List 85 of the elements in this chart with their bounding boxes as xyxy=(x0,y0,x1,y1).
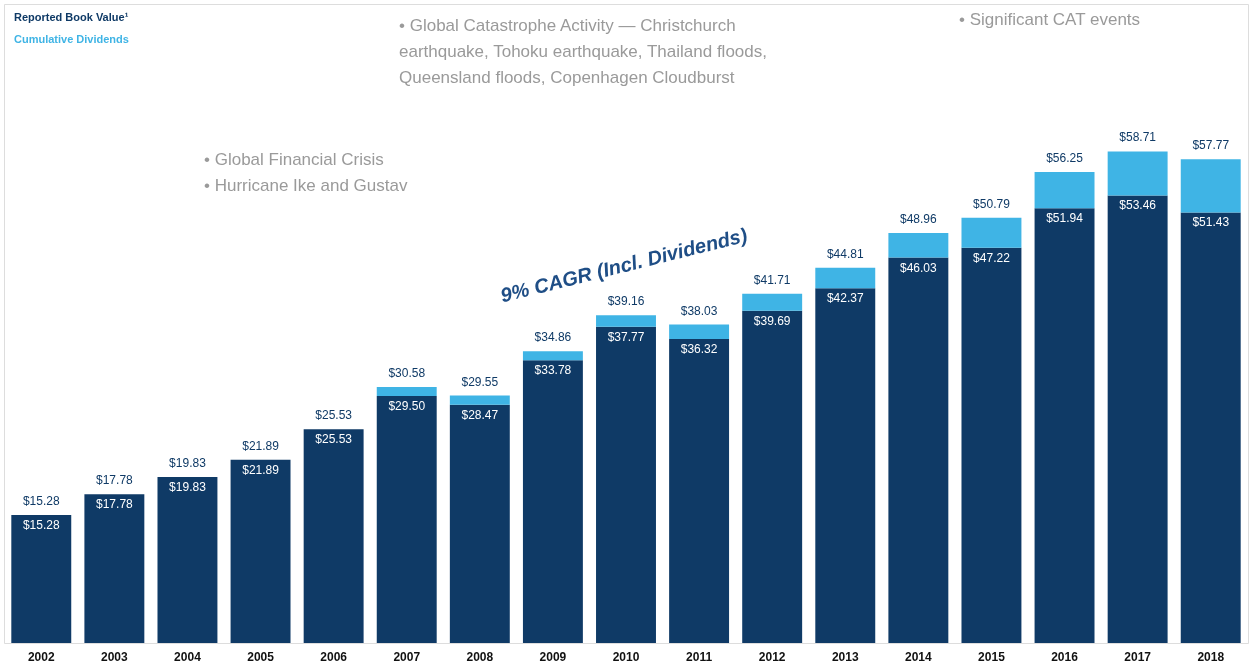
data-label: $37.77 xyxy=(607,329,645,344)
total-label: $25.53 xyxy=(315,408,353,423)
data-label: $19.83 xyxy=(169,479,207,494)
x-tick-label: 2010 xyxy=(612,649,640,664)
x-tick-label: 2013 xyxy=(831,649,859,664)
text: • Global Catastrophe Activity — Christchurch earthquake, Tohoku earthquake, Thailand floods, Queensland floods, Copenhagen Cloudburst xyxy=(399,16,767,87)
data-label: $21.89 xyxy=(242,462,280,477)
x-tick-label: 2011 xyxy=(686,649,713,664)
bar xyxy=(1107,151,1168,196)
bar xyxy=(1180,159,1241,213)
annotation: • Global Financial Crisis • Hurricane Ike and Gustav xyxy=(204,150,408,195)
total-label: $38.03 xyxy=(680,303,718,318)
x-tick-label: 2017 xyxy=(1124,649,1152,664)
bar xyxy=(522,360,583,643)
x-tick-label: 2018 xyxy=(1197,649,1225,664)
bar xyxy=(1034,208,1095,643)
data-label: $53.46 xyxy=(1119,198,1157,213)
data-label: $17.78 xyxy=(96,497,134,512)
data-label: $36.32 xyxy=(680,341,718,356)
text: Cumulative Dividends xyxy=(14,33,129,45)
bar xyxy=(449,404,510,643)
x-tick-label: 2003 xyxy=(101,649,129,664)
x-tick-label: 2012 xyxy=(758,649,786,664)
bar xyxy=(815,267,876,289)
total-label: $57.77 xyxy=(1192,138,1230,153)
total-label: $30.58 xyxy=(388,365,426,380)
total-label: $56.25 xyxy=(1046,151,1084,166)
data-label: $51.94 xyxy=(1046,211,1084,226)
bar xyxy=(888,257,949,643)
x-tick-label: 2007 xyxy=(393,649,421,664)
x-tick-label: 2005 xyxy=(247,649,275,664)
bar xyxy=(596,326,656,643)
total-label: $34.86 xyxy=(534,330,572,345)
total-label: $39.16 xyxy=(607,294,645,309)
total-label: $15.28 xyxy=(22,494,60,509)
data-label: $46.03 xyxy=(900,260,938,275)
x-tick-label: 2008 xyxy=(466,649,494,664)
data-label: $15.28 xyxy=(22,518,60,533)
text: • Significant CAT events xyxy=(959,10,1141,29)
total-label: $58.71 xyxy=(1119,130,1157,145)
bar xyxy=(1107,195,1168,643)
text: Reported Book Value¹ xyxy=(14,11,129,23)
bar xyxy=(522,351,583,361)
data-label: $42.37 xyxy=(826,291,864,306)
data-label: $25.53 xyxy=(315,432,353,447)
data-label: $29.50 xyxy=(388,399,426,414)
data-label: $28.47 xyxy=(461,407,499,422)
x-tick-label: 2004 xyxy=(174,649,202,664)
total-label: $48.96 xyxy=(900,212,938,227)
x-tick-label: 2014 xyxy=(905,649,933,664)
x-tick-label: 2009 xyxy=(539,649,567,664)
total-label: $44.81 xyxy=(826,246,864,261)
data-label: $33.78 xyxy=(534,363,572,378)
bar xyxy=(449,395,510,405)
bar xyxy=(376,396,437,643)
total-label: $21.89 xyxy=(242,438,280,453)
bar xyxy=(669,324,730,339)
bar xyxy=(961,217,1022,248)
bar xyxy=(230,459,291,643)
total-label: $41.71 xyxy=(753,272,791,287)
total-label: $19.83 xyxy=(169,455,207,470)
bar xyxy=(961,247,1022,643)
data-label: $39.69 xyxy=(753,313,791,328)
bar xyxy=(84,494,145,643)
bar xyxy=(303,429,364,643)
data-label: $51.43 xyxy=(1192,215,1230,230)
bar xyxy=(596,315,656,327)
x-tick-label: 2015 xyxy=(978,649,1006,664)
bar xyxy=(1180,212,1241,643)
bar xyxy=(11,515,72,643)
total-label: $17.78 xyxy=(96,473,134,488)
bar xyxy=(1034,172,1095,209)
bar xyxy=(888,233,949,258)
x-tick-label: 2016 xyxy=(1051,649,1079,664)
bar xyxy=(157,476,218,643)
total-label: $29.55 xyxy=(461,374,499,389)
total-label: $50.79 xyxy=(973,196,1011,211)
bar xyxy=(815,288,876,643)
bar xyxy=(669,338,730,643)
bar xyxy=(742,310,803,643)
data-label: $47.22 xyxy=(973,250,1011,265)
x-tick-label: 2006 xyxy=(320,649,348,664)
x-tick-label: 2002 xyxy=(27,649,55,664)
bar xyxy=(376,386,437,397)
bar xyxy=(742,293,803,311)
